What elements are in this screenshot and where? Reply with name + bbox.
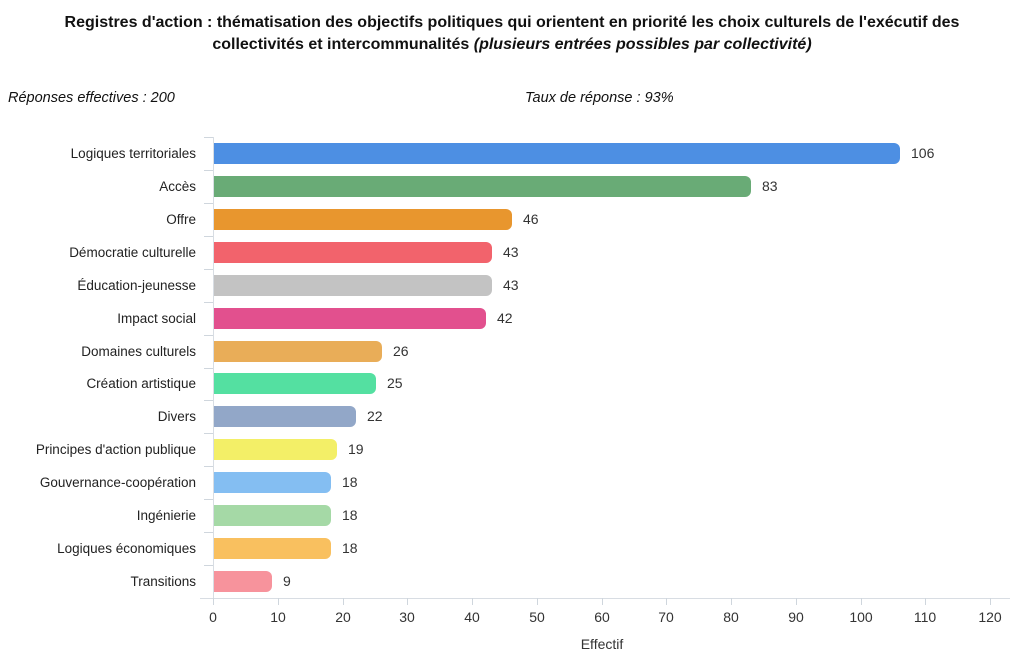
x-axis-tick bbox=[666, 598, 667, 605]
x-tick-label: 80 bbox=[723, 609, 739, 625]
y-axis-tick bbox=[204, 565, 213, 566]
value-label: 46 bbox=[523, 211, 539, 227]
category-label: Démocratie culturelle bbox=[69, 245, 196, 260]
y-axis-tick bbox=[204, 302, 213, 303]
x-axis-tick bbox=[925, 598, 926, 605]
x-tick-label: 30 bbox=[399, 609, 415, 625]
value-label: 9 bbox=[283, 573, 291, 589]
x-axis-tick bbox=[861, 598, 862, 605]
category-label: Offre bbox=[166, 212, 196, 227]
bar-8 bbox=[214, 406, 356, 427]
y-axis-tick bbox=[204, 269, 213, 270]
x-tick-label: 100 bbox=[849, 609, 873, 625]
bar-9 bbox=[214, 439, 337, 460]
y-axis-tick bbox=[204, 170, 213, 171]
y-axis-tick bbox=[204, 368, 213, 369]
bar-6 bbox=[214, 341, 382, 362]
response-rate-label: Taux de réponse : 93% bbox=[525, 90, 674, 106]
bar-13 bbox=[214, 571, 272, 592]
bar-10 bbox=[214, 472, 331, 493]
value-label: 25 bbox=[387, 375, 403, 391]
category-label: Logiques territoriales bbox=[70, 146, 196, 161]
x-tick-label: 110 bbox=[913, 609, 937, 625]
x-axis-tick bbox=[407, 598, 408, 605]
category-label: Divers bbox=[157, 409, 196, 424]
y-axis-tick bbox=[204, 335, 213, 336]
x-axis-line bbox=[200, 598, 1010, 599]
category-label: Principes d'action publique bbox=[35, 442, 196, 457]
category-label: Impact social bbox=[117, 311, 196, 326]
y-axis-tick bbox=[204, 203, 213, 204]
x-axis-tick bbox=[990, 598, 991, 605]
x-axis-title: Effectif bbox=[580, 636, 624, 652]
y-axis-tick bbox=[204, 236, 213, 237]
x-tick-label: 0 bbox=[209, 609, 217, 625]
value-label: 18 bbox=[342, 474, 358, 490]
x-tick-label: 10 bbox=[270, 609, 286, 625]
category-label: Gouvernance-coopération bbox=[39, 475, 196, 490]
chart-title: Registres d'action : thématisation des o… bbox=[12, 12, 1012, 56]
bar-5 bbox=[214, 308, 486, 329]
value-label: 42 bbox=[497, 310, 513, 326]
x-axis-tick bbox=[537, 598, 538, 605]
value-label: 18 bbox=[342, 507, 358, 523]
category-label: Transitions bbox=[130, 574, 196, 589]
x-axis-tick bbox=[213, 598, 214, 605]
value-label: 19 bbox=[348, 441, 364, 457]
category-label: Logiques économiques bbox=[57, 541, 196, 556]
bar-2 bbox=[214, 209, 512, 230]
category-label: Création artistique bbox=[86, 376, 196, 391]
x-tick-label: 70 bbox=[658, 609, 674, 625]
value-label: 22 bbox=[367, 408, 383, 424]
x-axis-tick bbox=[602, 598, 603, 605]
x-tick-label: 120 bbox=[978, 609, 1002, 625]
x-axis-tick bbox=[343, 598, 344, 605]
value-label: 18 bbox=[342, 540, 358, 556]
effective-responses-label: Réponses effectives : 200 bbox=[8, 90, 175, 106]
x-tick-label: 60 bbox=[594, 609, 610, 625]
category-label: Ingénierie bbox=[136, 508, 196, 523]
value-label: 43 bbox=[503, 277, 519, 293]
x-tick-label: 50 bbox=[529, 609, 545, 625]
bar-1 bbox=[214, 176, 751, 197]
bar-3 bbox=[214, 242, 492, 263]
value-label: 83 bbox=[762, 178, 778, 194]
y-axis-tick bbox=[204, 532, 213, 533]
y-axis-line bbox=[213, 137, 214, 598]
x-axis-tick bbox=[731, 598, 732, 605]
y-axis-tick bbox=[204, 499, 213, 500]
x-tick-label: 90 bbox=[788, 609, 804, 625]
y-axis-tick bbox=[204, 400, 213, 401]
value-label: 43 bbox=[503, 244, 519, 260]
x-axis-tick bbox=[278, 598, 279, 605]
bar-11 bbox=[214, 505, 331, 526]
chart-title-note: (plusieurs entrées possibles par collect… bbox=[473, 36, 812, 53]
chart-title-line2: collectivités et intercommunalités bbox=[212, 36, 474, 53]
bar-0 bbox=[214, 143, 900, 164]
x-tick-label: 40 bbox=[464, 609, 480, 625]
category-label: Domaines culturels bbox=[81, 344, 196, 359]
bar-7 bbox=[214, 373, 376, 394]
chart-title-line1: Registres d'action : thématisation des o… bbox=[64, 14, 960, 31]
value-label: 26 bbox=[393, 343, 409, 359]
category-label: Accès bbox=[159, 179, 196, 194]
category-label: Éducation-jeunesse bbox=[77, 278, 196, 293]
x-tick-label: 20 bbox=[335, 609, 351, 625]
x-axis-tick bbox=[472, 598, 473, 605]
value-label: 106 bbox=[911, 145, 935, 161]
bar-12 bbox=[214, 538, 331, 559]
y-axis-tick bbox=[204, 433, 213, 434]
x-axis-tick bbox=[796, 598, 797, 605]
bar-4 bbox=[214, 275, 492, 296]
y-axis-tick bbox=[204, 466, 213, 467]
y-axis-tick bbox=[204, 137, 213, 138]
